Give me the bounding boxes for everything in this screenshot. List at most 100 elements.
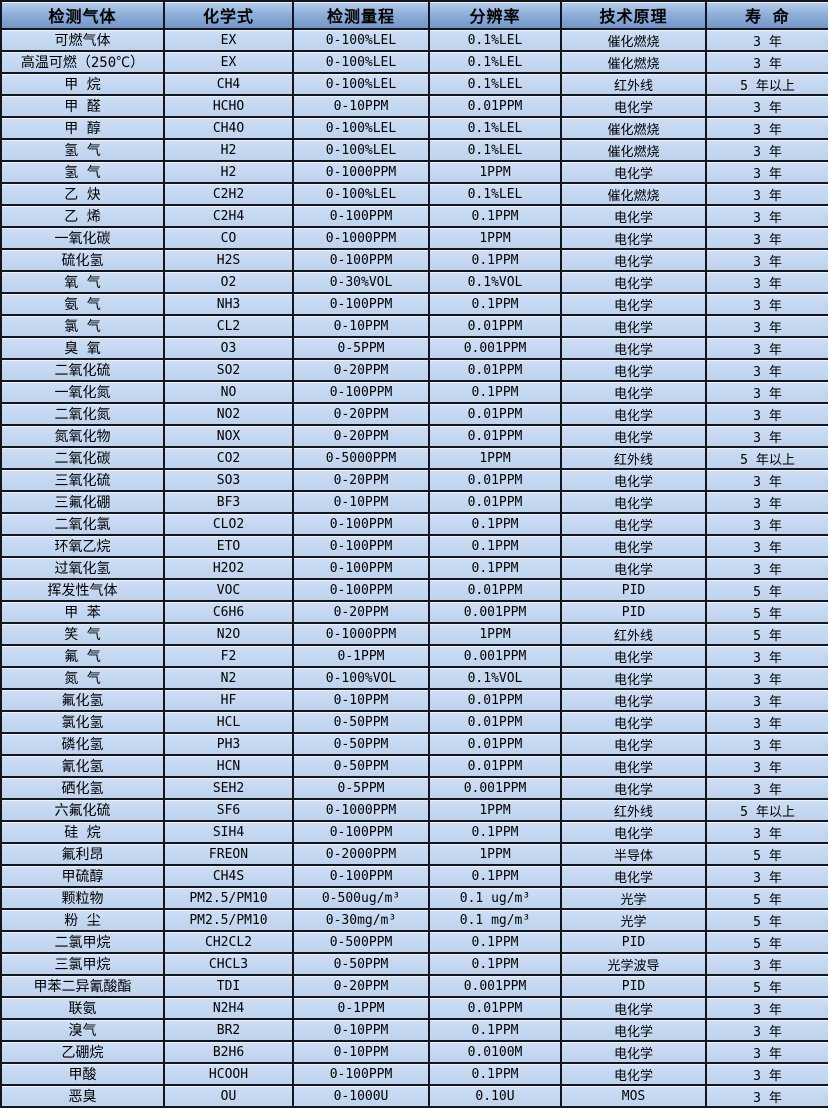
- cell-life: 3 年: [705, 402, 828, 426]
- table-row: 三氧化硫 SO3 0-20PPM 0.01PPM 电化学 3 年: [0, 468, 828, 492]
- cell-range: 0-10PPM: [292, 314, 430, 338]
- cell-gas: 一氧化氮: [0, 380, 165, 404]
- cell-formula: SIH4: [163, 820, 294, 844]
- cell-life: 3 年: [705, 138, 828, 162]
- cell-range: 0-100PPM: [292, 820, 430, 844]
- cell-gas: 二氧化碳: [0, 446, 165, 470]
- cell-gas: 氮 气: [0, 666, 165, 690]
- cell-formula: O2: [163, 270, 294, 294]
- cell-resolution: 0.1PPM: [428, 864, 562, 888]
- cell-principle: 电化学: [560, 1018, 707, 1042]
- cell-formula: SEH2: [163, 776, 294, 800]
- table-row: 氮氧化物 NOX 0-20PPM 0.01PPM 电化学 3 年: [0, 424, 828, 448]
- cell-life: 5 年以上: [705, 72, 828, 96]
- cell-formula: N2O: [163, 622, 294, 646]
- cell-gas: 甲 烷: [0, 72, 165, 96]
- cell-range: 0-100PPM: [292, 534, 430, 558]
- cell-life: 3 年: [705, 182, 828, 206]
- cell-gas: 过氧化氢: [0, 556, 165, 580]
- cell-life: 5 年: [705, 974, 828, 998]
- cell-gas: 联氨: [0, 996, 165, 1020]
- cell-gas: 三氟化硼: [0, 490, 165, 514]
- cell-gas: 二氧化氮: [0, 402, 165, 426]
- cell-gas: 环氧乙烷: [0, 534, 165, 558]
- cell-resolution: 0.1PPM: [428, 1018, 562, 1042]
- cell-life: 3 年: [705, 688, 828, 712]
- cell-resolution: 0.1%LEL: [428, 72, 562, 96]
- cell-resolution: 0.01PPM: [428, 688, 562, 712]
- table-row: 三氯甲烷 CHCL3 0-50PPM 0.1PPM 光学波导 3 年: [0, 952, 828, 976]
- cell-formula: SF6: [163, 798, 294, 822]
- table-row: 硒化氢 SEH2 0-5PPM 0.001PPM 电化学 3 年: [0, 776, 828, 800]
- table-row: 氢 气 H2 0-1000PPM 1PPM 电化学 3 年: [0, 160, 828, 184]
- cell-formula: H2O2: [163, 556, 294, 580]
- cell-principle: 电化学: [560, 666, 707, 690]
- cell-range: 0-1000PPM: [292, 798, 430, 822]
- table-row: 甲硫醇 CH4S 0-100PPM 0.1PPM 电化学 3 年: [0, 864, 828, 888]
- cell-formula: OU: [163, 1084, 294, 1108]
- cell-range: 0-100PPM: [292, 1062, 430, 1086]
- cell-gas: 三氧化硫: [0, 468, 165, 492]
- cell-principle: 半导体: [560, 842, 707, 866]
- cell-formula: SO3: [163, 468, 294, 492]
- cell-formula: FREON: [163, 842, 294, 866]
- table-row: 甲苯二异氰酸酯 TDI 0-20PPM 0.001PPM PID 5 年: [0, 974, 828, 998]
- cell-principle: 电化学: [560, 424, 707, 448]
- cell-life: 3 年: [705, 292, 828, 316]
- cell-resolution: 0.001PPM: [428, 776, 562, 800]
- table-row: 溴气 BR2 0-10PPM 0.1PPM 电化学 3 年: [0, 1018, 828, 1042]
- cell-life: 3 年: [705, 1040, 828, 1064]
- cell-resolution: 0.1PPM: [428, 380, 562, 404]
- cell-range: 0-100PPM: [292, 248, 430, 272]
- cell-life: 3 年: [705, 468, 828, 492]
- cell-gas: 恶臭: [0, 1084, 165, 1108]
- cell-resolution: 0.1%LEL: [428, 116, 562, 140]
- cell-range: 0-20PPM: [292, 424, 430, 448]
- cell-life: 3 年: [705, 1018, 828, 1042]
- cell-gas: 氟利昂: [0, 842, 165, 866]
- cell-life: 5 年: [705, 600, 828, 624]
- cell-gas: 氨 气: [0, 292, 165, 316]
- cell-life: 3 年: [705, 204, 828, 228]
- cell-gas: 甲 醇: [0, 116, 165, 140]
- cell-formula: CHCL3: [163, 952, 294, 976]
- cell-principle: 电化学: [560, 314, 707, 338]
- cell-range: 0-10PPM: [292, 94, 430, 118]
- table-row: 氟 气 F2 0-1PPM 0.001PPM 电化学 3 年: [0, 644, 828, 668]
- cell-principle: 红外线: [560, 622, 707, 646]
- cell-gas: 二氧化氯: [0, 512, 165, 536]
- cell-life: 3 年: [705, 512, 828, 536]
- table-body: 可燃气体 EX 0-100%LEL 0.1%LEL 催化燃烧 3 年高温可燃（250℃） E…: [0, 28, 828, 1108]
- cell-formula: NO2: [163, 402, 294, 426]
- cell-principle: 红外线: [560, 446, 707, 470]
- cell-range: 0-100PPM: [292, 864, 430, 888]
- cell-range: 0-100%LEL: [292, 28, 430, 52]
- cell-range: 0-1000U: [292, 1084, 430, 1108]
- cell-life: 3 年: [705, 50, 828, 74]
- table-row: 乙 烯 C2H4 0-100PPM 0.1PPM 电化学 3 年: [0, 204, 828, 228]
- cell-range: 0-30mg/m³: [292, 908, 430, 932]
- cell-range: 0-500PPM: [292, 930, 430, 954]
- column-header-life: 寿 命: [705, 0, 828, 30]
- cell-principle: 电化学: [560, 688, 707, 712]
- column-header-principle: 技术原理: [560, 0, 707, 30]
- cell-life: 3 年: [705, 820, 828, 844]
- cell-range: 0-5PPM: [292, 336, 430, 360]
- cell-life: 3 年: [705, 952, 828, 976]
- cell-principle: 电化学: [560, 644, 707, 668]
- cell-principle: 电化学: [560, 248, 707, 272]
- cell-formula: ETO: [163, 534, 294, 558]
- cell-life: 5 年: [705, 908, 828, 932]
- cell-life: 3 年: [705, 754, 828, 778]
- table-row: 环氧乙烷 ETO 0-100PPM 0.1PPM 电化学 3 年: [0, 534, 828, 558]
- cell-resolution: 0.1%LEL: [428, 50, 562, 74]
- table-header: 检测气体 化学式 检测量程 分辨率 技术原理 寿 命: [0, 0, 828, 30]
- cell-range: 0-10PPM: [292, 1040, 430, 1064]
- cell-range: 0-10PPM: [292, 688, 430, 712]
- cell-formula: EX: [163, 50, 294, 74]
- column-header-formula: 化学式: [163, 0, 294, 30]
- cell-gas: 二氧化硫: [0, 358, 165, 382]
- cell-life: 3 年: [705, 248, 828, 272]
- cell-resolution: 0.01PPM: [428, 468, 562, 492]
- cell-formula: H2: [163, 160, 294, 184]
